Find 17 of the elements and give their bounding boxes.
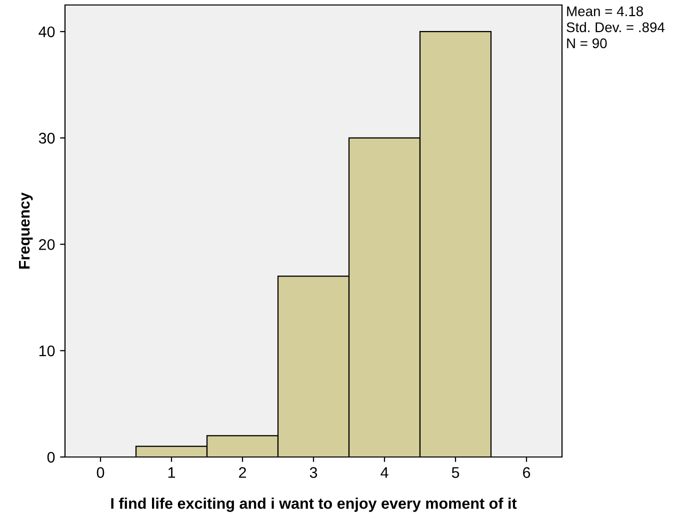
y-tick-label: 30 xyxy=(38,132,55,144)
x-tick-label: 3 xyxy=(310,467,318,478)
y-tick-label: 10 xyxy=(39,346,55,356)
text: N = 90 xyxy=(567,38,607,48)
x-tick-label: 1 xyxy=(168,467,176,478)
x-tick-label: 2 xyxy=(239,467,246,478)
y-tick-label: 20 xyxy=(39,239,55,250)
x-tick-label: 4 xyxy=(380,467,388,478)
x-tick-label: 0 xyxy=(96,467,104,478)
x-axis-title: I find life exciting and i want to enjoy every moment of it xyxy=(111,498,517,512)
x-tick-label: 6 xyxy=(523,467,530,478)
y-tick-label: 0 xyxy=(47,452,55,463)
text: Std. Dev. = .894 xyxy=(566,22,665,32)
y-tick-label: 40 xyxy=(38,26,55,38)
text: Mean = 4.18 xyxy=(567,6,643,16)
y-axis-title: Frequency xyxy=(19,192,33,269)
x-tick-label: 5 xyxy=(452,467,460,478)
